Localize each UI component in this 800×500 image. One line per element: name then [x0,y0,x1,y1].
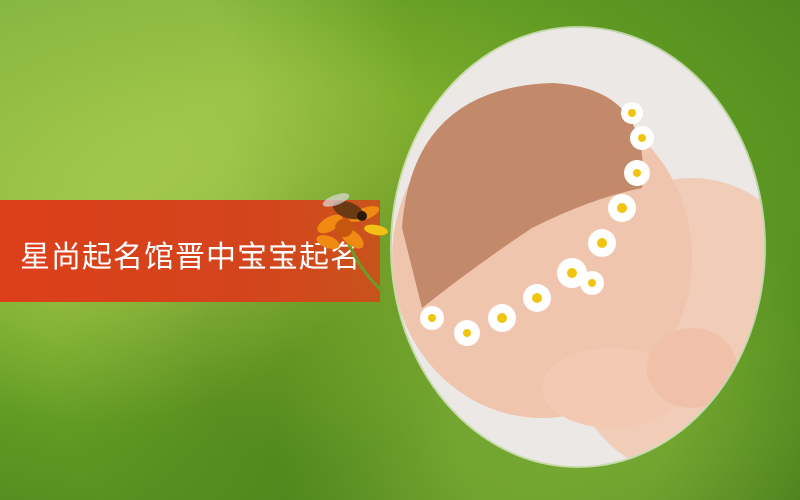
title-banner [0,200,380,302]
bee-flower-icon [316,193,388,290]
banner-title: 星尚起名馆晋中宝宝起名 [20,240,361,275]
baby-photo [392,28,764,466]
